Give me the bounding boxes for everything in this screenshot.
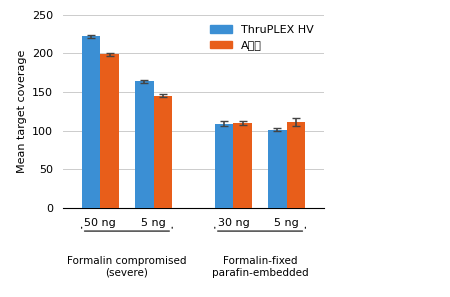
Bar: [153, 96, 172, 208]
Bar: [81, 37, 100, 208]
Bar: [135, 81, 153, 208]
Bar: [268, 130, 287, 208]
Legend: ThruPLEX HV, A公司: ThruPLEX HV, A公司: [206, 20, 319, 55]
Text: Formalin-fixed
parafin-embedded: Formalin-fixed parafin-embedded: [212, 256, 308, 278]
Bar: [287, 122, 306, 208]
Y-axis label: Mean target coverage: Mean target coverage: [17, 50, 27, 173]
Bar: [100, 54, 119, 208]
Bar: [234, 123, 252, 208]
Bar: [215, 124, 234, 208]
Text: Formalin compromised
(severe): Formalin compromised (severe): [67, 256, 187, 278]
